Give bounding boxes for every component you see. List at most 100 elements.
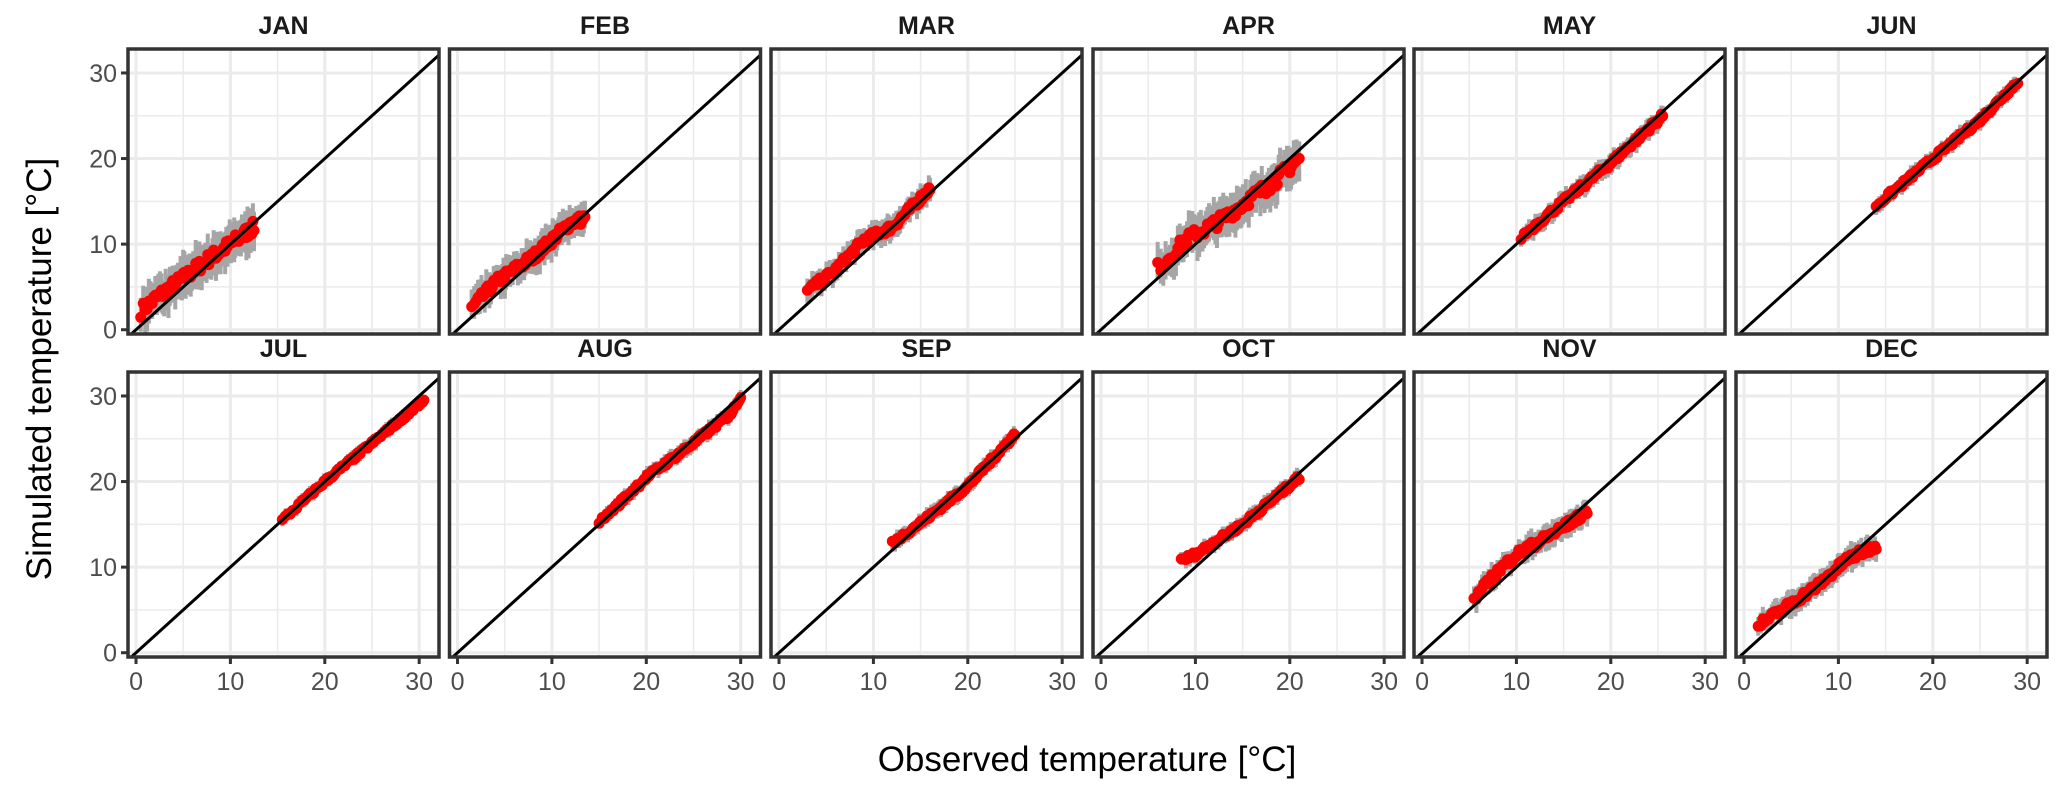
facet-may: MAY bbox=[1412, 12, 1727, 336]
plot-area bbox=[128, 372, 439, 657]
facet-feb: FEB bbox=[447, 12, 763, 336]
data-point bbox=[579, 211, 591, 223]
facet-mar: MAR bbox=[769, 12, 1084, 336]
panel-border bbox=[1734, 47, 2049, 336]
one-to-one-line bbox=[1094, 376, 1404, 657]
x-tick-label: 30 bbox=[2013, 668, 2041, 696]
y-tick-label: 30 bbox=[89, 383, 117, 411]
one-to-one-line bbox=[450, 376, 761, 657]
x-tick-label: 10 bbox=[860, 668, 888, 696]
plot-area bbox=[771, 49, 1082, 334]
panel-border bbox=[1091, 370, 1406, 659]
x-tick-label: 20 bbox=[954, 668, 982, 696]
plot-area bbox=[1736, 49, 2047, 334]
facet-title: OCT bbox=[1222, 335, 1275, 363]
y-tick-label: 30 bbox=[89, 60, 117, 88]
y-tick-label: 20 bbox=[89, 469, 117, 497]
facet-title: JUN bbox=[1866, 12, 1916, 40]
facet-title: SEP bbox=[901, 335, 951, 363]
data-point bbox=[1581, 507, 1593, 519]
x-tick-label: 30 bbox=[1691, 668, 1719, 696]
data-point bbox=[1293, 153, 1305, 165]
facet-title: JUL bbox=[260, 335, 307, 363]
x-tick-label: 20 bbox=[1919, 668, 1947, 696]
one-to-one-line bbox=[450, 53, 761, 334]
panel-border bbox=[1734, 370, 2049, 659]
y-tick-label: 10 bbox=[89, 231, 117, 259]
facet-title: AUG bbox=[577, 335, 633, 363]
panel-border bbox=[126, 370, 441, 659]
x-tick-label: 0 bbox=[772, 668, 786, 696]
facet-title: MAR bbox=[898, 12, 955, 40]
facet-oct: OCT 0 10 20 30 bbox=[1091, 335, 1406, 696]
plot-area bbox=[1736, 372, 2047, 657]
x-tick-label: 10 bbox=[1182, 668, 1210, 696]
one-to-one-line bbox=[1415, 53, 1725, 334]
x-tick-label: 30 bbox=[405, 668, 433, 696]
facet-title: MAY bbox=[1543, 12, 1597, 40]
facet-title: JAN bbox=[258, 12, 308, 40]
x-tick-label: 20 bbox=[1276, 668, 1304, 696]
x-tick-label: 10 bbox=[217, 668, 245, 696]
x-tick-label: 20 bbox=[632, 668, 660, 696]
y-tick-label: 20 bbox=[89, 146, 117, 174]
facet-dec: DEC 0 10 20 30 bbox=[1734, 335, 2049, 696]
facet-sep: SEP 0 10 20 30 bbox=[769, 335, 1084, 696]
y-tick-label: 10 bbox=[89, 554, 117, 582]
y-tick-label: 0 bbox=[103, 640, 117, 668]
data-point bbox=[1243, 200, 1255, 212]
plot-area bbox=[1414, 372, 1725, 657]
facet-nov: NOV 0 10 20 30 bbox=[1412, 335, 1727, 696]
one-to-one-line bbox=[1094, 53, 1404, 334]
one-to-one-line bbox=[772, 376, 1082, 657]
x-tick-label: 30 bbox=[727, 668, 755, 696]
x-tick-label: 10 bbox=[1825, 668, 1853, 696]
plot-area bbox=[1093, 372, 1404, 657]
panel-border bbox=[1412, 370, 1727, 659]
x-tick-label: 20 bbox=[1597, 668, 1625, 696]
plot-area bbox=[128, 49, 439, 334]
data-point bbox=[247, 215, 259, 227]
x-tick-label: 30 bbox=[1048, 668, 1076, 696]
x-tick-label: 0 bbox=[451, 668, 465, 696]
one-to-one-line bbox=[1737, 376, 2047, 657]
data-point bbox=[924, 184, 936, 196]
one-to-one-line bbox=[129, 53, 439, 334]
data-point bbox=[248, 225, 260, 237]
x-tick-label: 10 bbox=[538, 668, 566, 696]
panel-border bbox=[769, 47, 1084, 336]
facet-jan: JAN 0 10 20 30 bbox=[89, 12, 441, 345]
data-point bbox=[1181, 238, 1193, 250]
plot-area bbox=[1093, 49, 1404, 334]
panel-border bbox=[1091, 47, 1406, 336]
facet-title: DEC bbox=[1865, 335, 1918, 363]
plot-area bbox=[449, 49, 761, 334]
facet-title: FEB bbox=[580, 12, 630, 40]
plot-area bbox=[1414, 49, 1725, 334]
data-point bbox=[1870, 543, 1882, 555]
panel-border bbox=[769, 370, 1084, 659]
facet-apr: APR bbox=[1091, 12, 1406, 336]
panel-border bbox=[447, 47, 763, 336]
x-tick-label: 20 bbox=[311, 668, 339, 696]
plot-area bbox=[449, 372, 761, 657]
data-point bbox=[418, 394, 430, 406]
facet-jul: JUL 0 10 20 30 0 10 20 30 bbox=[89, 335, 441, 696]
facet-title: APR bbox=[1222, 12, 1275, 40]
y-axis-title: Simulated temperature [°C] bbox=[20, 157, 59, 581]
data-point bbox=[1271, 178, 1283, 190]
one-to-one-line bbox=[1415, 376, 1725, 657]
x-tick-label: 0 bbox=[129, 668, 143, 696]
x-tick-label: 30 bbox=[1370, 668, 1398, 696]
x-tick-label: 0 bbox=[1737, 668, 1751, 696]
one-to-one-line bbox=[772, 53, 1082, 334]
x-tick-label: 0 bbox=[1415, 668, 1429, 696]
y-tick-label: 0 bbox=[103, 317, 117, 345]
facet-title: NOV bbox=[1542, 335, 1597, 363]
x-tick-label: 10 bbox=[1503, 668, 1531, 696]
plot-area bbox=[771, 372, 1082, 657]
facet-aug: AUG 0 10 20 30 bbox=[447, 335, 763, 696]
panel-border bbox=[447, 370, 763, 659]
panel-border bbox=[126, 47, 441, 336]
